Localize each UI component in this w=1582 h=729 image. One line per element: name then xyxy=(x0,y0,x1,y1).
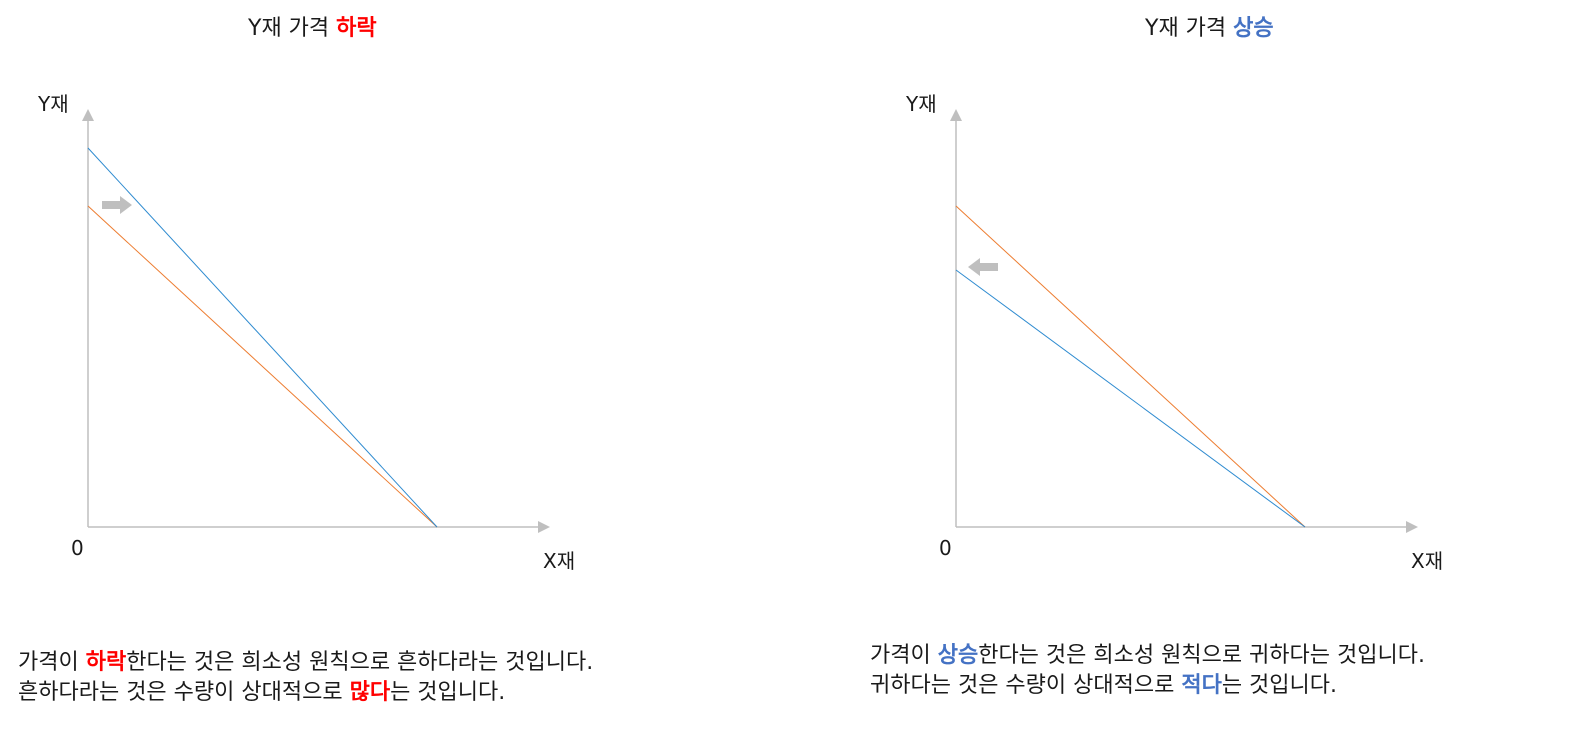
title-prefix: Y재 가격 xyxy=(248,16,337,41)
new-budget-line xyxy=(87,147,438,528)
explanation-caption: 가격이 하락한다는 것은 희소성 원칙으로 흔하다라는 것입니다. 흔하다라는 … xyxy=(18,648,593,708)
title-highlight: 하락 xyxy=(336,16,377,41)
origin-label: 0 xyxy=(71,536,84,560)
caption-highlight: 상승 xyxy=(937,643,979,668)
budget-line-graph xyxy=(950,109,1418,533)
caption-highlight: 하락 xyxy=(85,650,127,675)
caption-text: 흔하다라는 것은 수량이 상대적으로 xyxy=(18,680,350,705)
shift-arrow-right-icon xyxy=(102,196,132,214)
caption-text: 한다는 것은 희소성 원칙으로 흔하다라는 것입니다. xyxy=(126,650,594,675)
caption-text: 는 것입니다. xyxy=(390,680,506,705)
x-axis-label: X재 xyxy=(1411,549,1444,573)
caption-text: 가격이 xyxy=(18,650,86,675)
title-prefix: Y재 가격 xyxy=(1145,16,1234,41)
caption-text: 가격이 xyxy=(870,643,938,668)
x-axis-arrowhead xyxy=(1406,521,1418,533)
explanation-caption: 가격이 상승한다는 것은 희소성 원칙으로 귀하다는 것입니다. 귀하다는 것은… xyxy=(870,641,1425,701)
shift-arrow-left-icon xyxy=(968,258,998,276)
caption-text: 는 것입니다. xyxy=(1221,673,1338,698)
origin-label: 0 xyxy=(939,536,952,560)
caption-highlight: 많다 xyxy=(349,680,391,705)
original-budget-line xyxy=(955,205,1306,528)
panel-title: Y재 가격 하락 xyxy=(248,10,377,42)
y-axis-label: Y재 xyxy=(38,92,69,116)
y-axis-label: Y재 xyxy=(906,92,937,116)
x-axis-arrowhead xyxy=(538,521,550,533)
y-axis-arrowhead xyxy=(950,109,962,121)
caption-line-1: 가격이 상승한다는 것은 희소성 원칙으로 귀하다는 것입니다. xyxy=(870,641,1425,671)
caption-line-2: 흔하다라는 것은 수량이 상대적으로 많다는 것입니다. xyxy=(18,678,593,708)
caption-line-1: 가격이 하락한다는 것은 희소성 원칙으로 흔하다라는 것입니다. xyxy=(18,648,593,678)
panel-price-increase: Y재 가격 상승 Y재 X재 0 가격이 상승한다는 것은 희소성 원칙으로 귀… xyxy=(868,0,1582,729)
x-axis-label: X재 xyxy=(543,549,576,573)
new-budget-line xyxy=(955,269,1306,528)
caption-text: 귀하다는 것은 수량이 상대적으로 xyxy=(870,673,1182,698)
budget-line-graph xyxy=(82,109,550,533)
panel-price-decrease: Y재 가격 하락 Y재 X재 0 가격이 하락한다는 것은 희소성 원칙으로 흔… xyxy=(18,10,593,708)
caption-text: 한다는 것은 희소성 원칙으로 귀하다는 것입니다. xyxy=(978,643,1425,668)
original-budget-line xyxy=(87,205,438,528)
caption-line-2: 귀하다는 것은 수량이 상대적으로 적다는 것입니다. xyxy=(870,671,1425,701)
title-highlight: 상승 xyxy=(1233,16,1274,41)
y-axis-arrowhead xyxy=(82,109,94,121)
caption-highlight: 적다 xyxy=(1181,673,1222,698)
panel-title: Y재 가격 상승 xyxy=(1145,10,1274,42)
